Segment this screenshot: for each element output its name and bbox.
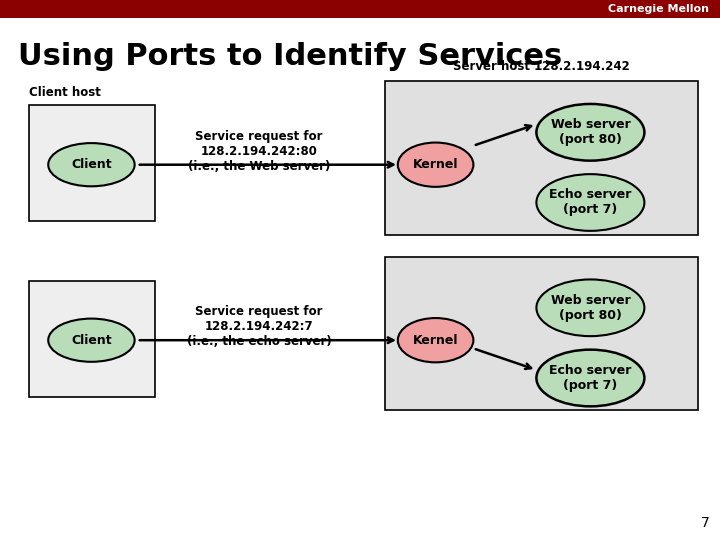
Text: Kernel: Kernel	[413, 334, 459, 347]
Text: Client host: Client host	[29, 86, 101, 99]
Text: Kernel: Kernel	[413, 158, 459, 171]
Text: Server host 128.2.194.242: Server host 128.2.194.242	[454, 60, 630, 73]
FancyBboxPatch shape	[29, 281, 155, 397]
FancyBboxPatch shape	[385, 81, 698, 235]
Ellipse shape	[48, 143, 135, 186]
FancyBboxPatch shape	[385, 256, 698, 410]
Text: Echo server
(port 7): Echo server (port 7)	[549, 364, 631, 392]
Text: 7: 7	[701, 516, 709, 530]
FancyBboxPatch shape	[29, 105, 155, 221]
Text: Client: Client	[71, 158, 112, 171]
Text: Web server
(port 80): Web server (port 80)	[551, 294, 630, 322]
Text: Using Ports to Identify Services: Using Ports to Identify Services	[18, 42, 562, 71]
Text: Echo server
(port 7): Echo server (port 7)	[549, 188, 631, 217]
Ellipse shape	[536, 280, 644, 336]
Ellipse shape	[397, 143, 474, 187]
Text: Service request for
128.2.194.242:7
(i.e., the echo server): Service request for 128.2.194.242:7 (i.e…	[186, 305, 332, 348]
FancyBboxPatch shape	[0, 0, 720, 18]
Ellipse shape	[397, 318, 474, 362]
Text: Service request for
128.2.194.242:80
(i.e., the Web server): Service request for 128.2.194.242:80 (i.…	[188, 130, 330, 173]
Text: Client: Client	[71, 334, 112, 347]
Ellipse shape	[48, 319, 135, 362]
Ellipse shape	[536, 174, 644, 231]
Text: Web server
(port 80): Web server (port 80)	[551, 118, 630, 146]
Ellipse shape	[536, 350, 644, 406]
Text: Carnegie Mellon: Carnegie Mellon	[608, 4, 709, 14]
Ellipse shape	[536, 104, 644, 161]
